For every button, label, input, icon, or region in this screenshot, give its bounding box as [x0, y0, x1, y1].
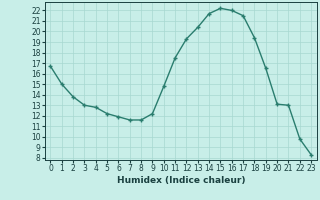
- X-axis label: Humidex (Indice chaleur): Humidex (Indice chaleur): [116, 176, 245, 185]
